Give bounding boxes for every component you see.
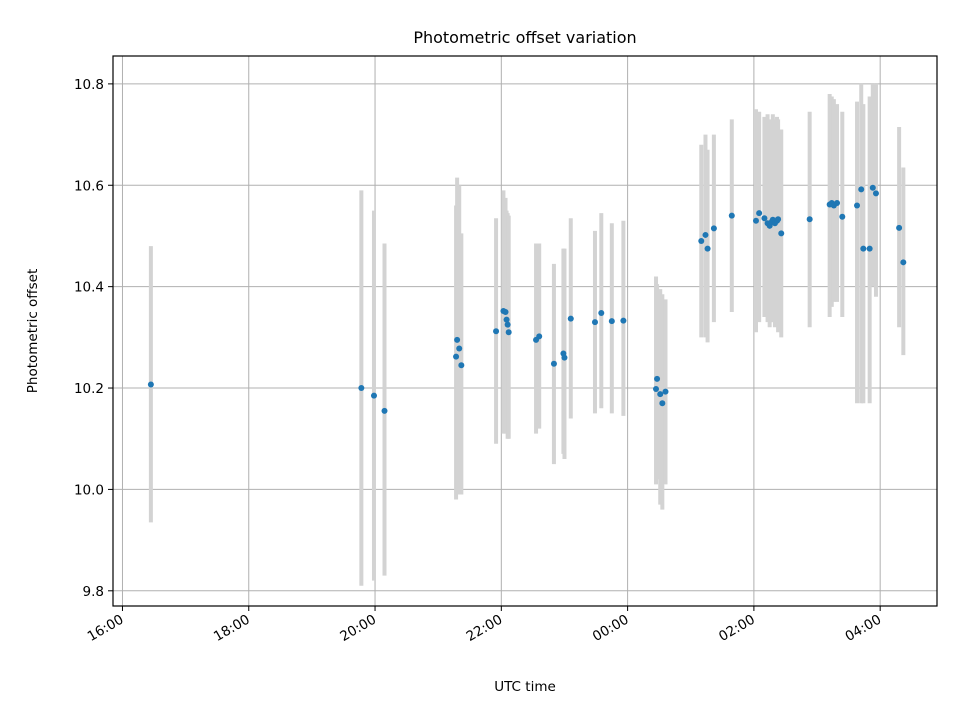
data-point	[698, 238, 705, 245]
y-tick-label: 10.6	[74, 178, 104, 194]
data-point	[358, 385, 365, 392]
data-point	[505, 329, 512, 336]
data-point	[370, 392, 377, 399]
x-tick-label: 22:00	[464, 612, 506, 645]
data-point	[775, 216, 782, 223]
y-tick-label: 10.0	[74, 482, 104, 498]
x-tick-label: 20:00	[337, 612, 379, 645]
data-point	[710, 225, 717, 232]
data-point	[502, 308, 509, 315]
data-point	[756, 210, 763, 217]
data-point	[456, 345, 463, 352]
data-points	[147, 184, 907, 414]
data-point	[454, 336, 461, 343]
data-point	[659, 400, 666, 407]
data-point	[860, 245, 867, 252]
data-point	[598, 310, 605, 317]
data-point	[858, 186, 865, 193]
data-point	[561, 354, 568, 361]
data-point	[458, 362, 465, 369]
data-point	[866, 245, 873, 252]
x-tick-label: 04:00	[842, 612, 884, 645]
data-point	[752, 217, 759, 224]
data-point	[872, 190, 879, 197]
data-point	[778, 230, 785, 237]
grid	[113, 56, 937, 606]
data-point	[147, 381, 154, 388]
data-point	[834, 200, 841, 207]
data-point	[653, 386, 660, 393]
data-point	[728, 212, 735, 219]
data-point	[493, 328, 500, 335]
x-tick-label: 18:00	[211, 612, 253, 645]
data-point	[704, 245, 711, 252]
data-point	[702, 231, 709, 238]
data-point	[504, 321, 511, 328]
x-tick-label: 00:00	[590, 612, 632, 645]
data-point	[453, 353, 460, 360]
x-axis-label: UTC time	[494, 679, 556, 695]
data-point	[869, 184, 876, 191]
x-tick-label: 16:00	[85, 612, 127, 645]
data-point	[662, 388, 669, 395]
data-point	[657, 391, 664, 398]
data-point	[567, 315, 574, 322]
data-point	[550, 360, 557, 367]
x-tick-label: 02:00	[716, 612, 758, 645]
data-point	[761, 215, 768, 222]
data-point	[503, 316, 510, 323]
data-point	[806, 216, 813, 223]
y-tick-label: 10.2	[74, 381, 104, 397]
data-point	[536, 333, 543, 340]
data-point	[854, 202, 861, 209]
plot-frame	[112, 55, 938, 607]
data-point	[591, 319, 598, 326]
data-point	[896, 224, 903, 231]
y-tick-label: 10.8	[74, 77, 104, 93]
errorbars	[148, 83, 906, 586]
y-axis-label: Photometric offset	[25, 269, 41, 393]
y-tick-label: 10.4	[74, 280, 104, 296]
data-point	[900, 259, 907, 266]
data-point	[654, 375, 661, 382]
data-point	[620, 317, 627, 324]
data-point	[608, 318, 615, 325]
data-point	[839, 213, 846, 220]
chart-title: Photometric offset variation	[413, 28, 636, 47]
data-point	[381, 407, 388, 414]
y-tick-label: 9.8	[83, 584, 104, 600]
